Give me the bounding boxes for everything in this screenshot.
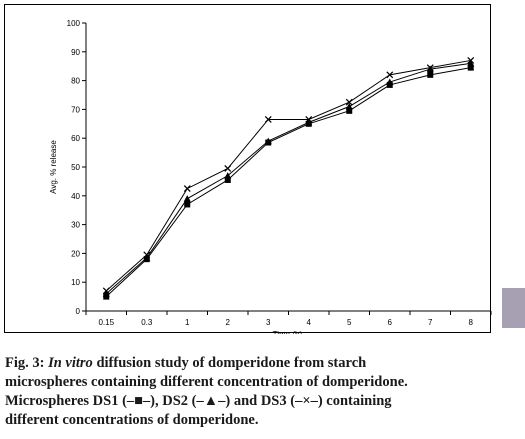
y-tick-label: 30 [71, 221, 80, 230]
x-tick-label: 6 [388, 318, 393, 327]
data-point-ds3 [224, 165, 232, 172]
data-point-ds2 [183, 195, 191, 202]
data-point-ds3 [386, 71, 394, 79]
data-point-ds1 [184, 201, 191, 208]
data-point-ds3 [102, 287, 110, 295]
figure-caption: Fig. 3: In vitro diffusion study of domp… [5, 354, 517, 430]
x-marker-stroke [102, 287, 110, 295]
x-tick-label: 7 [428, 318, 433, 327]
data-point-ds3 [143, 251, 151, 259]
x-marker-stroke [386, 71, 394, 79]
page-edge-tab [502, 288, 525, 328]
y-tick-label: 60 [71, 134, 80, 143]
x-marker-stroke [345, 98, 353, 106]
x-marker-stroke [467, 57, 475, 64]
data-point-ds2 [224, 172, 232, 179]
x-marker-stroke [264, 116, 272, 123]
series-line-ds3 [105, 59, 471, 292]
y-tick-label: 20 [71, 249, 80, 258]
y-axis-title: Avg. % release [49, 140, 58, 194]
x-marker-stroke [305, 116, 313, 123]
data-point-ds3 [305, 116, 313, 123]
chart-frame: 0 10 20 30 40 50 60 70 80 90 100 0.15 0.3 1 2 3 4 5 6 7 8 Tim… [4, 4, 492, 334]
x-tick-label: 0.15 [98, 318, 114, 327]
data-point-ds3 [345, 98, 353, 106]
data-point-ds2 [143, 254, 151, 261]
legend-symbol-ds1: –■– [126, 393, 151, 409]
x-axis-title: Time (h). [273, 330, 305, 334]
data-point-ds2 [426, 65, 434, 73]
x-tick-label: 0.3 [141, 318, 153, 327]
x-marker-stroke [183, 185, 191, 193]
data-point-ds2 [264, 137, 272, 145]
caption-line3c: ) and DS3 ( [225, 393, 296, 409]
y-tick-label: 70 [71, 105, 80, 114]
data-point-ds1 [224, 176, 231, 183]
data-point-ds2 [102, 290, 110, 297]
data-point-ds2 [345, 103, 353, 110]
data-point-ds1 [346, 107, 353, 114]
line-chart: 0 10 20 30 40 50 60 70 80 90 100 0.15 0.3 1 2 3 4 5 6 7 8 Tim… [49, 19, 492, 334]
series-line-ds1 [105, 67, 471, 297]
caption-line3a: Microspheres DS1 ( [5, 393, 127, 409]
data-point-ds3 [264, 116, 272, 123]
data-point-ds3 [467, 57, 475, 64]
y-tick-label: 10 [71, 278, 80, 287]
y-tick-label: 80 [71, 77, 80, 86]
x-tick-label: 1 [185, 318, 190, 327]
data-point-ds1 [427, 71, 434, 78]
data-point-ds2 [386, 78, 394, 86]
y-tick-label: 50 [71, 163, 80, 172]
data-point-ds3 [183, 185, 191, 193]
x-tick-label: 4 [307, 318, 312, 327]
data-point-ds3 [426, 64, 434, 72]
caption-line1: diffusion study of domperidone from star… [96, 355, 367, 371]
legend-symbol-ds2: –▲– [196, 393, 226, 409]
caption-italic: In vitro [48, 355, 93, 371]
legend-symbol-ds3: –×– [295, 393, 318, 409]
series-line-ds2 [105, 62, 471, 295]
data-point-ds2 [305, 118, 313, 126]
y-tick-label: 90 [71, 48, 80, 57]
x-tick-label: 2 [226, 318, 231, 327]
caption-label: Fig. 3: [5, 355, 45, 371]
y-tick-label: 0 [76, 307, 81, 316]
x-marker-stroke [143, 251, 151, 259]
x-marker-stroke [426, 64, 434, 72]
y-tick-label: 100 [67, 19, 81, 28]
data-point-ds1 [467, 64, 474, 71]
caption-line4: different concentrations of domperidone. [5, 412, 259, 428]
x-tick-label: 5 [347, 318, 352, 327]
caption-line2: microspheres containing different concen… [5, 374, 408, 390]
data-point-ds2 [467, 59, 475, 67]
y-tick-label: 40 [71, 192, 80, 201]
x-marker-stroke [224, 165, 232, 172]
caption-line3b: ), DS2 ( [150, 393, 197, 409]
caption-line3d: ) containing [317, 393, 392, 409]
x-tick-label: 8 [469, 318, 474, 327]
x-tick-label: 3 [266, 318, 271, 327]
